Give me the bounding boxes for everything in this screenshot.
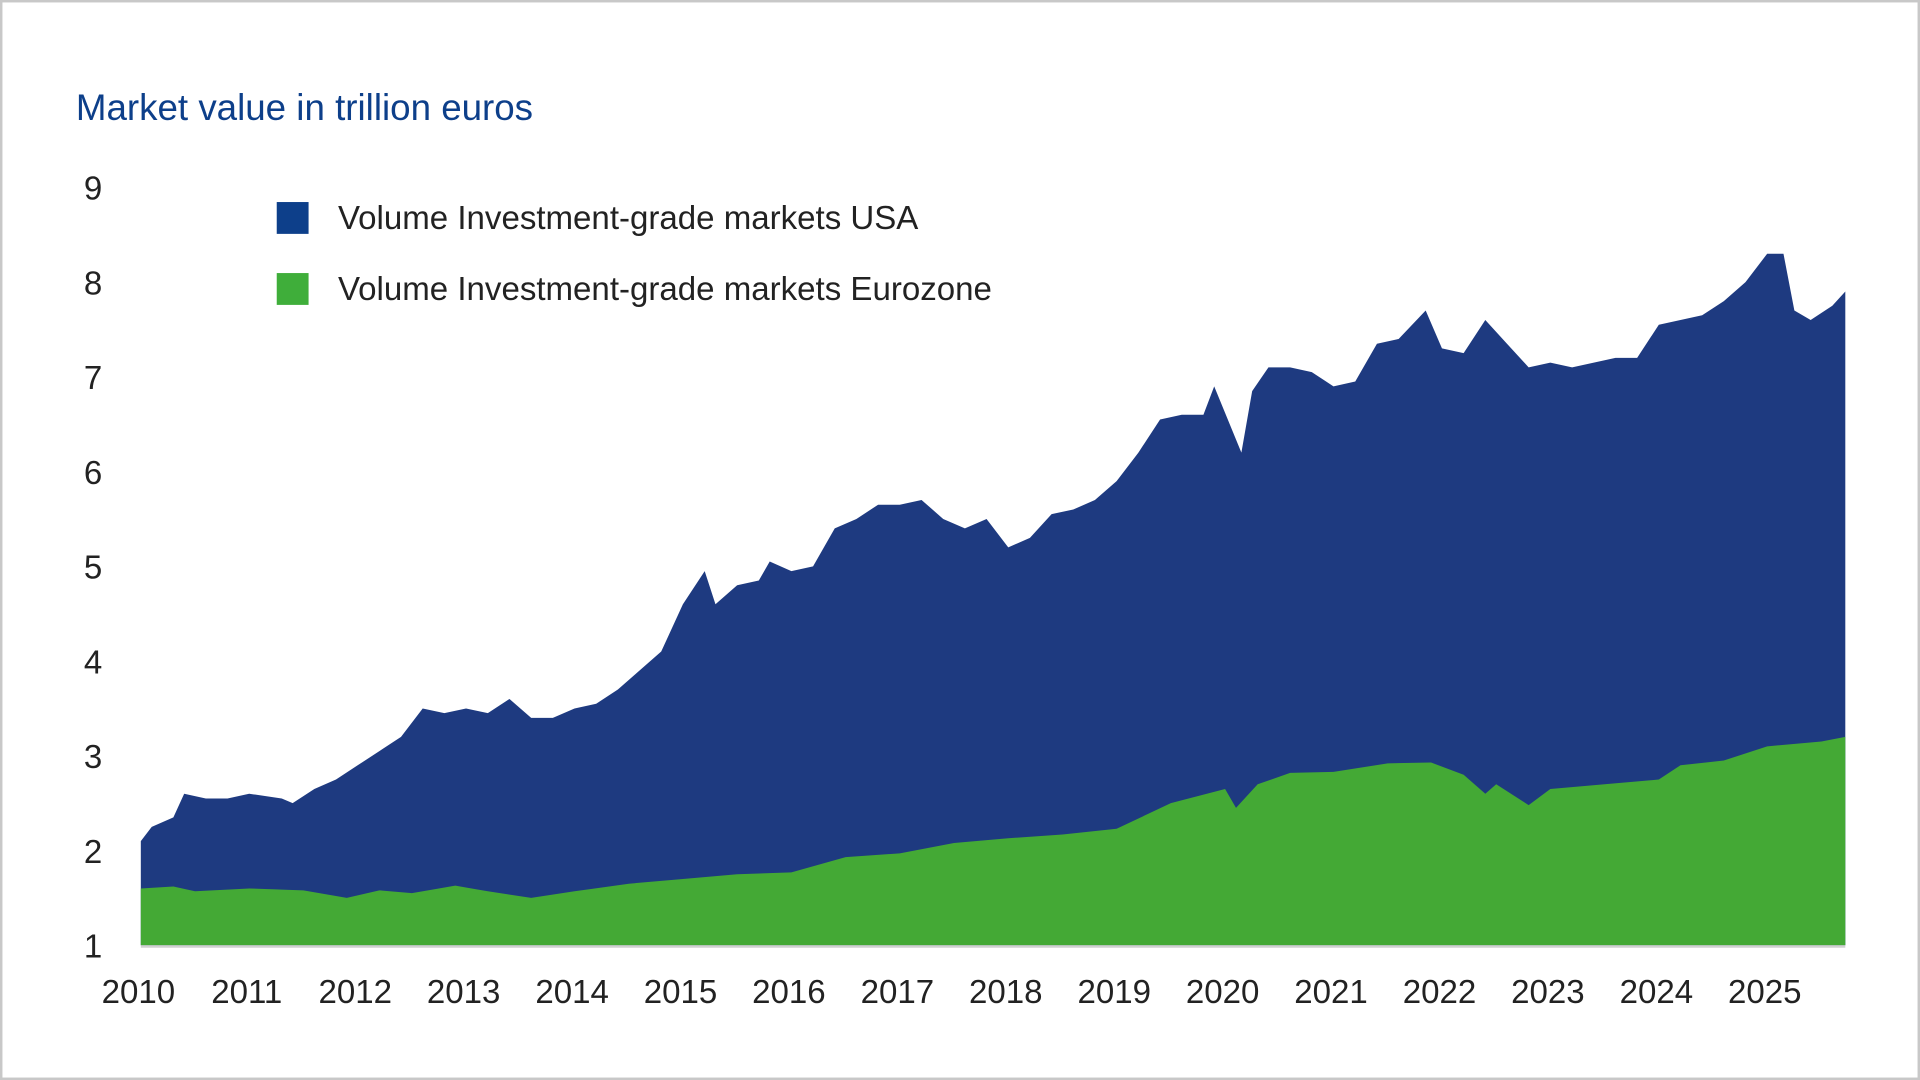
legend: Volume Investment-grade markets USA Volu…: [276, 200, 992, 308]
y-tick-label: 4: [84, 644, 102, 681]
x-tick-label: 2025: [1728, 974, 1802, 1011]
y-tick-label: 2: [84, 834, 102, 871]
x-tick-label: 2013: [427, 974, 501, 1011]
chart-title: Market value in trillion euros: [76, 87, 533, 128]
x-tick-label: 2023: [1511, 974, 1585, 1011]
y-tick-label: 1: [84, 929, 102, 966]
x-tick-label: 2021: [1294, 974, 1368, 1011]
x-tick-label: 2022: [1403, 974, 1477, 1011]
legend-label-usa: Volume Investment-grade markets USA: [338, 200, 918, 237]
x-tick-label: 2019: [1077, 974, 1151, 1011]
x-tick-label: 2018: [969, 974, 1043, 1011]
y-axis: 1 2 3 4 5 6 7 8 9: [84, 171, 102, 966]
plot-area: [140, 253, 1846, 948]
y-tick-label: 9: [84, 171, 102, 208]
area-series-eurozone: [140, 736, 1846, 946]
y-tick-label: 8: [84, 265, 102, 302]
x-tick-label: 2011: [211, 974, 282, 1011]
x-tick-label: 2024: [1620, 974, 1694, 1011]
x-axis: 2010 2011 2012 2013 2014 2015 2016 2017 2018 2019…: [102, 974, 1802, 1011]
y-tick-label: 3: [84, 739, 102, 776]
x-tick-label: 2017: [861, 974, 935, 1011]
x-tick-label: 2012: [318, 974, 392, 1011]
x-tick-label: 2020: [1186, 974, 1260, 1011]
legend-swatch-usa: [276, 202, 309, 234]
x-tick-label: 2014: [535, 974, 609, 1011]
x-tick-label: 2016: [752, 974, 826, 1011]
y-tick-label: 6: [84, 455, 102, 492]
x-tick-label: 2015: [644, 974, 718, 1011]
x-tick-label: 2010: [102, 974, 176, 1011]
y-tick-label: 5: [84, 550, 102, 587]
legend-swatch-eurozone: [276, 273, 309, 305]
legend-label-eurozone: Volume Investment-grade markets Eurozone: [338, 271, 992, 308]
y-tick-label: 7: [84, 360, 102, 397]
